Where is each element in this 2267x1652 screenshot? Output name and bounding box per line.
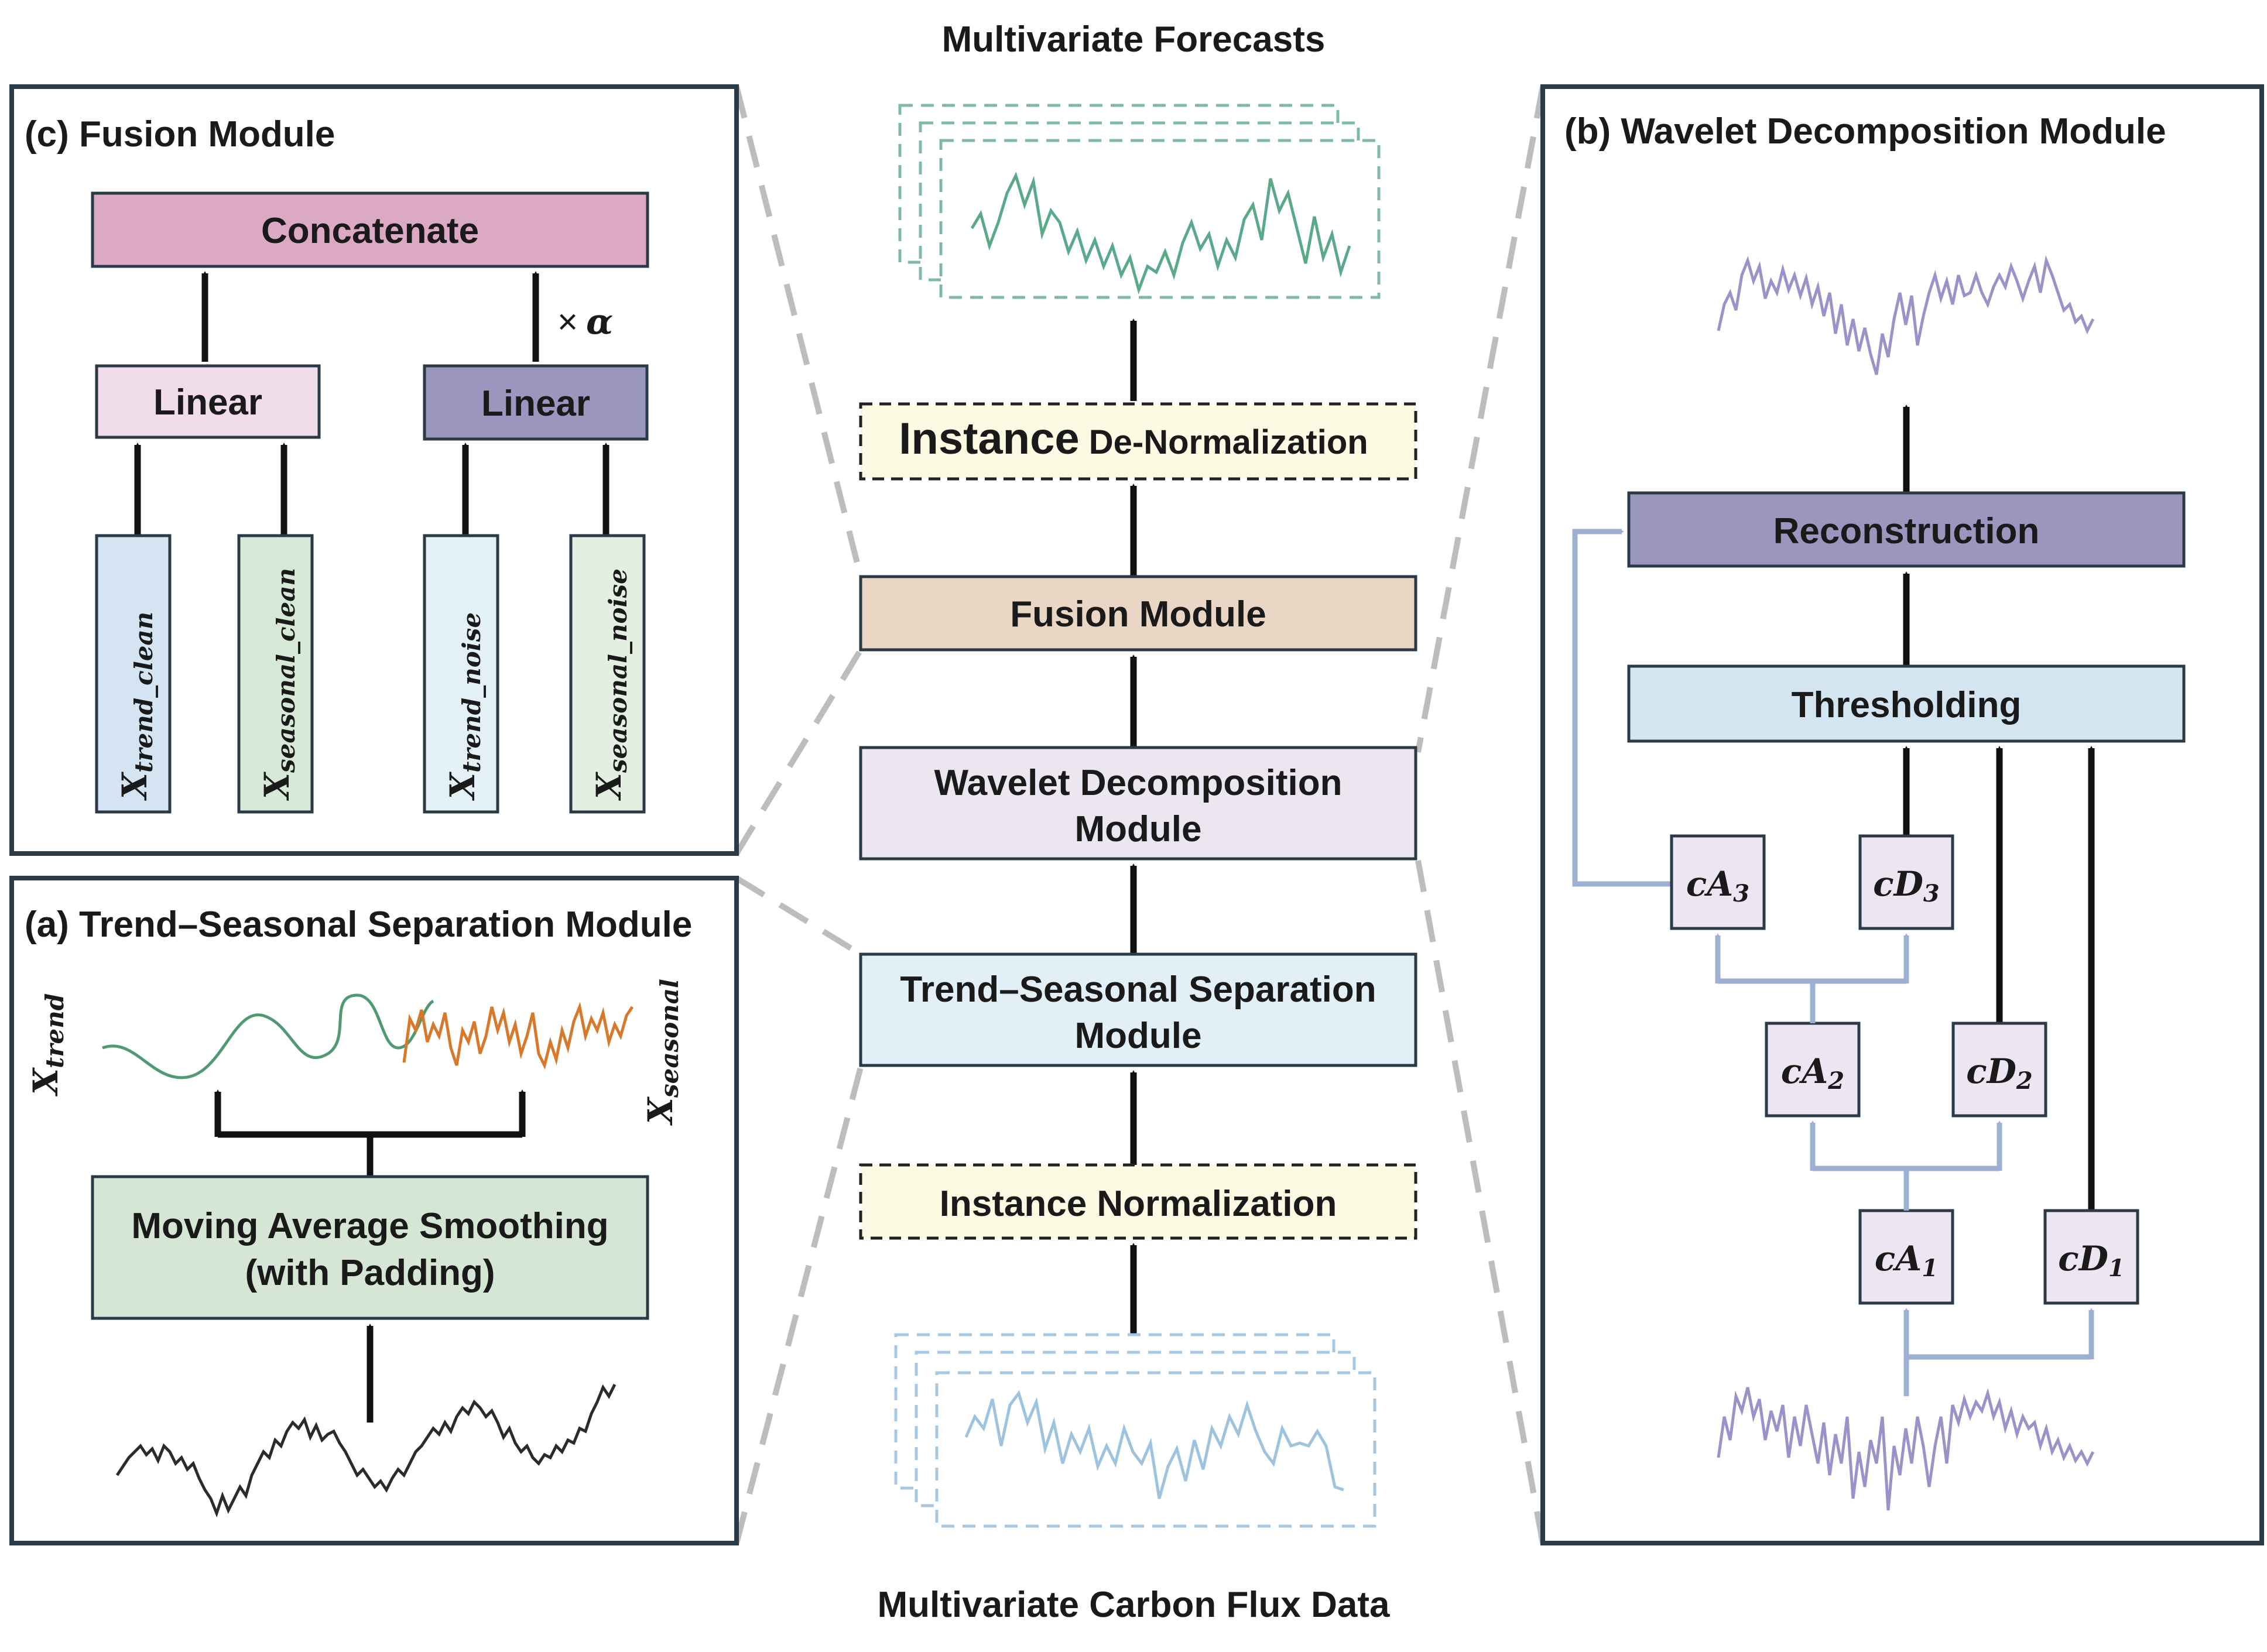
input-seasonal-clean-label: Xseasonal_clean [257,568,300,801]
linear-left-box [95,364,321,439]
skip-connection [1572,529,1672,887]
instance-denorm-label: Instance De-Normalization [899,414,1368,464]
panel-c-title: (c) Fusion Module [25,114,335,155]
coef-ca1-label: cA1 [1875,1239,1938,1282]
trend-seasonal-label-line2: Module [1075,1016,1202,1056]
connector-wavelet-bottom [1415,860,1546,1544]
decomposition-links [1718,978,2091,1396]
linear-right-label: Linear [481,383,590,424]
forecast-stack-icon [898,104,1381,299]
forecast-waveform-icon [970,172,1351,295]
x-trend-label: Xtrend [26,993,69,1097]
coef-cd2-label: cD2 [1966,1051,2032,1095]
reconstructed-waveform-icon [1717,255,2095,375]
connector-fusion-top [734,85,864,578]
coef-ca2-label: cA2 [1781,1051,1844,1095]
instance-normalization-box: Instance Normalization [859,1163,1417,1240]
fusion-module-label: Fusion Module [1010,594,1266,635]
thresholding-box [1627,664,2186,743]
input-waveform-icon [1717,1387,2095,1511]
input-trend-clean-label: Xtrend_clean [115,612,158,801]
panel-a-title: (a) Trend–Seasonal Separation Module [25,904,692,945]
connector-wavelet-top [1415,86,1546,753]
input-trend-noise-label: Xtrend_noise [443,612,486,801]
coef-ca3-label: cA3 [1686,864,1749,907]
input-seasonal-noise-label: Xseasonal_noise [589,568,632,801]
coef-ca2-box [1765,1022,1861,1118]
input-trend-noise-box [423,534,499,814]
panel-wavelet-decomposition: (b) Wavelet Decomposition Module Reconst… [1540,84,2264,1545]
coef-cd1-label: cD1 [2058,1239,2124,1282]
x-seasonal-label: Xseasonal [641,979,684,1126]
fusion-module-box: Fusion Module [859,575,1417,652]
thresholding-label: Thresholding [1792,685,2022,725]
linear-right-box [423,364,649,441]
coef-cd3-box [1858,834,1954,930]
panel-b-title: (b) Wavelet Decomposition Module [1564,111,2166,152]
connector-trend-bottom [734,1066,864,1544]
coef-ca3-box [1670,834,1766,930]
title-multivariate-forecasts: Multivariate Forecasts [942,19,1326,60]
coef-cd2-box [1951,1022,2047,1118]
concatenate-label: Concatenate [261,211,479,251]
panel-trend-seasonal-separation: (a) Trend–Seasonal Separation Module Xtr… [9,876,739,1545]
coef-cd3-label: cD3 [1873,864,1939,907]
title-carbon-flux-data: Multivariate Carbon Flux Data [877,1585,1390,1625]
panel-fusion-module: (c) Fusion Module Concatenate Linear Lin… [9,84,739,856]
linear-left-label: Linear [153,382,262,423]
input-waveform-icon [964,1390,1344,1499]
input-seasonal-clean-box [237,534,314,814]
concatenate-box [91,191,649,268]
connector-fusion-bottom [734,648,864,855]
wavelet-label-line1: Wavelet Decomposition [934,763,1342,803]
instance-denorm-box: Instance De-Normalization [859,402,1417,481]
reconstruction-label: Reconstruction [1773,511,2040,551]
alpha-weight-label: × α [557,301,613,342]
wavelet-label-line2: Module [1075,809,1202,849]
moving-average-box [91,1175,649,1320]
instance-normalization-label: Instance Normalization [940,1184,1337,1224]
input-trend-clean-box [95,534,172,814]
input-seasonal-noise-box [569,534,646,814]
trend-curve-icon [102,993,434,1079]
trend-seasonal-label-line1: Trend–Seasonal Separation [900,969,1376,1010]
connector-trend-top [735,875,862,957]
moving-average-line2: (with Padding) [245,1253,495,1293]
reconstruction-box [1627,491,2186,568]
moving-average-line1: Moving Average Smoothing [131,1206,608,1246]
coef-cd1-box [2043,1209,2139,1305]
input-stack-icon [894,1333,1376,1528]
raw-series-icon [115,1383,617,1518]
zoom-connectors [734,85,1546,1544]
seasonal-curve-icon [402,1002,634,1070]
trend-seasonal-separation-box: Trend–Seasonal Separation Module [859,952,1417,1067]
wavelet-decomposition-box: Wavelet Decomposition Module [859,746,1417,861]
